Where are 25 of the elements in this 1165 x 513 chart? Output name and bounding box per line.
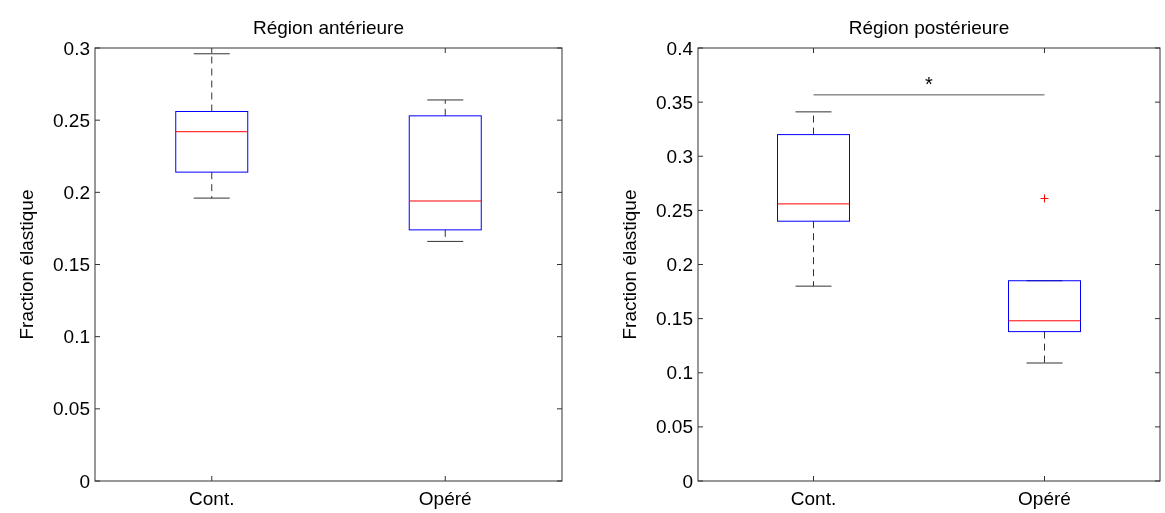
y-tick-label: 0.1 [63,326,90,348]
y-tick-label: 0.4 [666,37,694,59]
y-tick-label: 0 [682,470,693,492]
y-tick-label: 0.3 [666,145,693,167]
annotation: * [925,72,934,95]
y-tick-label: 0.1 [666,362,693,384]
y-tick-label: 0.35 [656,91,693,113]
y-tick-label: 0.15 [53,254,90,275]
y-tick-label: 0.2 [63,181,90,203]
x-tick-label: Cont. [189,488,235,509]
chart-title: Région postérieure [848,17,1010,38]
y-tick-label: 0.05 [656,416,693,438]
y-tick-label: 0.2 [666,254,693,275]
x-tick-label: Cont. [790,488,837,509]
y-tick-label: 0.15 [656,308,693,330]
y-tick-label: 0.05 [53,398,90,420]
x-tick-label: Opéré [418,488,472,509]
y-tick-label: 0.3 [63,37,90,59]
x-tick-label: Opéré [1018,488,1071,509]
y-axis-title: Fraction élastique [619,189,640,340]
y-axis-title: Fraction élastique [16,189,37,340]
y-tick-label: 0.25 [656,199,693,221]
chart-title: Région antérieure [252,17,405,38]
y-tick-label: 0.25 [53,109,90,131]
y-tick-label: 0 [79,470,90,492]
